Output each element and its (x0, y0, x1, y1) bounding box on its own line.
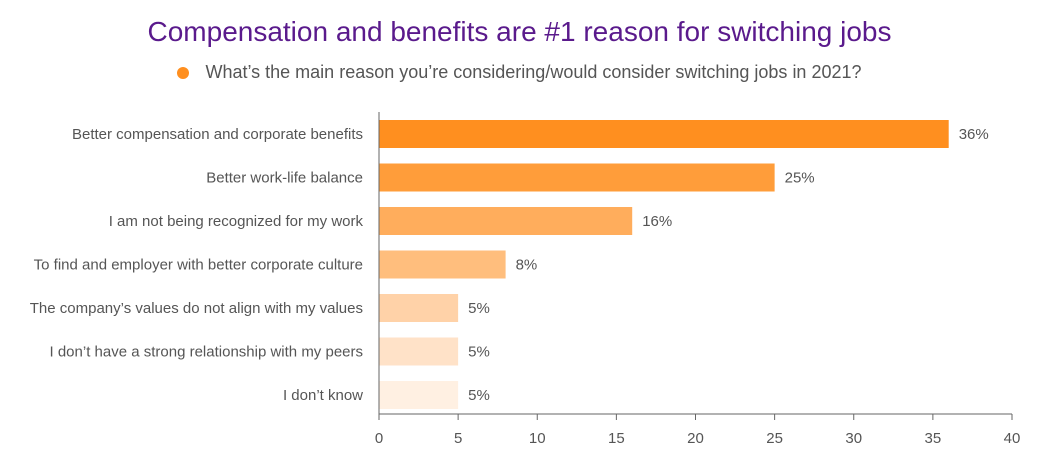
category-label: To find and employer with better corpora… (34, 257, 363, 274)
value-label: 16% (642, 213, 672, 230)
category-label: Better compensation and corporate benefi… (72, 126, 363, 143)
chart-title: Compensation and benefits are #1 reason … (147, 16, 892, 47)
category-label: I am not being recognized for my work (109, 213, 364, 230)
x-tick-label: 40 (1004, 430, 1021, 447)
x-tick-label: 20 (687, 430, 704, 447)
value-label: 5% (468, 300, 490, 317)
x-tick-label: 0 (375, 430, 383, 447)
bar (379, 381, 459, 409)
x-tick-label: 15 (608, 430, 625, 447)
value-label: 36% (959, 126, 989, 143)
legend-marker (177, 66, 190, 79)
x-tick-label: 35 (925, 430, 942, 447)
value-label: 5% (468, 344, 490, 361)
bar (379, 120, 949, 148)
category-label: I don’t have a strong relationship with … (50, 344, 364, 361)
bar (379, 294, 459, 322)
category-label: I don’t know (283, 387, 363, 404)
legend: What’s the main reason you’re considerin… (0, 62, 1039, 83)
category-label: The company’s values do not align with m… (30, 300, 363, 317)
x-tick-label: 5 (454, 430, 462, 447)
value-label: 25% (785, 170, 815, 187)
legend-label: What’s the main reason you’re considerin… (205, 62, 862, 82)
x-tick-label: 25 (766, 430, 783, 447)
x-tick-label: 30 (845, 430, 862, 447)
x-tick-label: 10 (529, 430, 546, 447)
bar (379, 207, 633, 235)
value-label: 8% (516, 257, 538, 274)
bar (379, 163, 775, 192)
value-label: 5% (468, 387, 490, 404)
bar (379, 250, 506, 279)
bar (379, 337, 459, 366)
category-label: Better work-life balance (206, 170, 363, 187)
